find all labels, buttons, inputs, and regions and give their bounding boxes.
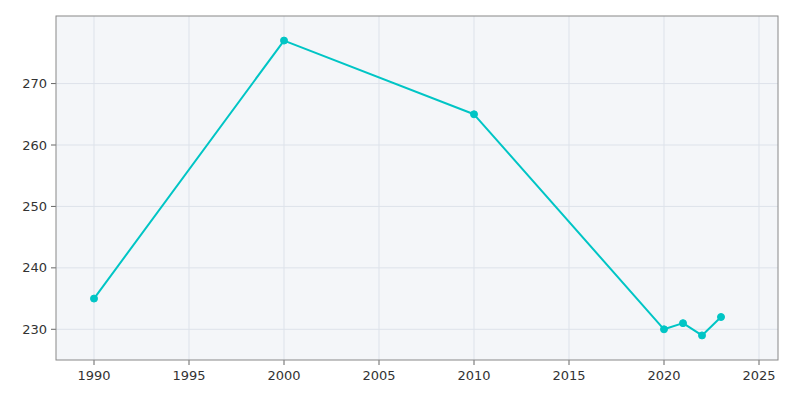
y-tick xyxy=(51,267,56,268)
y-tick-label: 240 xyxy=(22,260,47,275)
point xyxy=(471,111,478,118)
chart-container: 1990 1995 2000 2005 2010 2015 2020 2025 230 240 25… xyxy=(0,0,800,400)
x-grid-line xyxy=(379,16,380,360)
y-tick-label: 230 xyxy=(22,322,47,337)
x-tick xyxy=(664,360,665,365)
point xyxy=(281,37,288,44)
y-tick xyxy=(51,206,56,207)
x-grid-line xyxy=(664,16,665,360)
x-tick xyxy=(189,360,190,365)
x-tick xyxy=(474,360,475,365)
y-tick xyxy=(51,329,56,330)
x-tick xyxy=(759,360,760,365)
series xyxy=(91,37,725,339)
line xyxy=(94,41,721,336)
point xyxy=(680,320,687,327)
x-tick xyxy=(94,360,95,365)
x-tick xyxy=(379,360,380,365)
y-grid-line xyxy=(56,267,778,268)
axes: 1990 1995 2000 2005 2010 2015 2020 2025 230 240 25… xyxy=(22,16,778,383)
y-grid-line xyxy=(56,206,778,207)
grid xyxy=(56,16,778,360)
x-tick xyxy=(569,360,570,365)
point xyxy=(699,332,706,339)
x-grid-line xyxy=(474,16,475,360)
x-tick-label: 2025 xyxy=(742,368,775,383)
x-tick-label: 1990 xyxy=(77,368,110,383)
point xyxy=(718,314,725,321)
point xyxy=(91,295,98,302)
x-tick xyxy=(284,360,285,365)
x-grid-line xyxy=(189,16,190,360)
chart: 1990 1995 2000 2005 2010 2015 2020 2025 230 240 25… xyxy=(0,0,800,400)
y-tick xyxy=(51,83,56,84)
plot-background xyxy=(56,16,778,360)
x-tick-label: 2020 xyxy=(647,368,680,383)
x-tick-label: 2005 xyxy=(362,368,395,383)
y-tick xyxy=(51,145,56,146)
y-grid-line xyxy=(56,83,778,84)
x-tick-label: 2015 xyxy=(552,368,585,383)
y-tick-label: 250 xyxy=(22,199,47,214)
point xyxy=(661,326,668,333)
plot-frame xyxy=(56,16,778,360)
y-grid-line xyxy=(56,329,778,330)
x-tick-label: 2010 xyxy=(457,368,490,383)
x-grid-line xyxy=(284,16,285,360)
x-grid-line xyxy=(569,16,570,360)
x-tick-label: 2000 xyxy=(267,368,300,383)
x-tick-label: 1995 xyxy=(172,368,205,383)
x-grid-line xyxy=(759,16,760,360)
y-tick-label: 270 xyxy=(22,76,47,91)
x-grid-line xyxy=(94,16,95,360)
y-tick-label: 260 xyxy=(22,138,47,153)
y-grid-line xyxy=(56,145,778,146)
